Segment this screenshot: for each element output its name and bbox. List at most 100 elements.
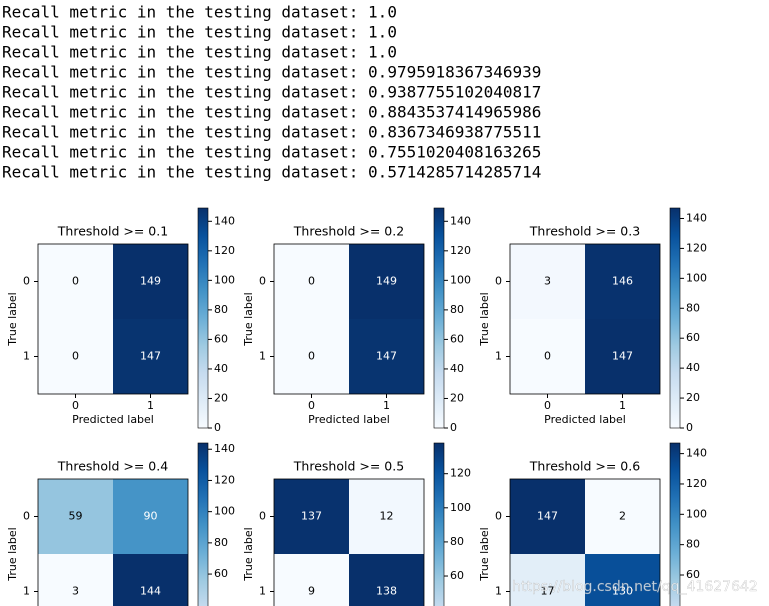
colorbar-tick-label: 100 [214, 273, 235, 286]
colorbar-tick-label: 140 [686, 447, 707, 460]
y-axis-label: True label [478, 292, 491, 346]
axes-frame [273, 478, 425, 606]
colorbar-tick-label: 100 [450, 501, 471, 514]
colorbar-tick-label: 100 [686, 271, 707, 284]
heatmap-cell [274, 479, 349, 554]
colorbar-tick-label: 60 [686, 568, 700, 581]
chart-title: Threshold >= 0.1 [57, 224, 168, 239]
colorbar-tick-label: 100 [686, 507, 707, 520]
cell-label: 149 [376, 275, 397, 288]
y-tick-label: 1 [495, 350, 502, 363]
colorbar-tick-label: 120 [214, 473, 235, 486]
axes-frame [509, 478, 661, 606]
cell-label: 9 [308, 585, 315, 598]
heatmap-cell [274, 554, 349, 606]
heatmap-cell [38, 479, 113, 554]
axes-frame [37, 478, 189, 606]
axes-frame [273, 243, 425, 395]
y-tick-label: 0 [259, 510, 266, 523]
colorbar-tick-label: 20 [686, 391, 700, 404]
heatmap-cell [113, 319, 188, 394]
y-tick-label: 1 [495, 585, 502, 598]
colorbar [669, 442, 681, 606]
heatmap-cell [510, 554, 585, 606]
x-axis-label: Predicted label [544, 413, 626, 426]
cell-label: 0 [544, 350, 551, 363]
output-line: Recall metric in the testing dataset: 0.… [2, 83, 541, 102]
cell-label: 147 [376, 350, 397, 363]
colorbar [669, 207, 681, 429]
cell-label: 137 [301, 510, 322, 523]
heatmap-cell [274, 244, 349, 319]
colorbar-tick-label: 40 [450, 362, 464, 375]
colorbar-tick-label: 60 [214, 567, 228, 580]
colorbar-tick-label: 140 [450, 214, 471, 227]
cell-label: 147 [537, 510, 558, 523]
cell-label: 144 [140, 585, 161, 598]
colorbar-tick-label: 140 [214, 442, 235, 455]
cell-label: 3 [72, 585, 79, 598]
output-line: Recall metric in the testing dataset: 0.… [2, 143, 541, 162]
y-tick-label: 0 [23, 510, 30, 523]
chart-title: Threshold >= 0.3 [529, 224, 640, 239]
x-tick-label: 1 [383, 399, 390, 412]
colorbar [433, 207, 445, 429]
heatmap-cell [510, 319, 585, 394]
heatmap-cell [585, 244, 660, 319]
y-tick-label: 1 [259, 585, 266, 598]
heatmap-cell [113, 554, 188, 606]
heatmap-cell [38, 554, 113, 606]
y-axis-label: True label [242, 292, 255, 346]
colorbar-tick-label: 40 [686, 361, 700, 374]
colorbar-tick-label: 140 [214, 214, 235, 227]
colorbar-tick-label: 80 [686, 538, 700, 551]
x-tick-label: 0 [72, 399, 79, 412]
heatmap-cell [349, 244, 424, 319]
output-line: Recall metric in the testing dataset: 1.… [2, 43, 397, 62]
colorbar-tick-label: 60 [214, 332, 228, 345]
heatmap-cell [585, 554, 660, 606]
colorbar-tick-label: 120 [214, 244, 235, 257]
colorbar-tick-label: 60 [686, 331, 700, 344]
heatmap-cell [510, 479, 585, 554]
y-axis-label: True label [6, 527, 19, 581]
cell-label: 147 [140, 350, 161, 363]
cell-label: 17 [541, 585, 555, 598]
x-tick-label: 0 [544, 399, 551, 412]
heatmap-cell [113, 479, 188, 554]
heatmap-cell [349, 554, 424, 606]
x-tick-label: 0 [308, 399, 315, 412]
x-axis-label: Predicted label [72, 413, 154, 426]
colorbar-tick-label: 100 [450, 273, 471, 286]
colorbar-tick-label: 80 [450, 535, 464, 548]
axes-frame [509, 243, 661, 395]
y-tick-label: 0 [259, 275, 266, 288]
output-line: Recall metric in the testing dataset: 0.… [2, 123, 541, 142]
watermark: https://blog.csdn.net/qq_41627642 [512, 579, 758, 595]
cell-label: 149 [140, 275, 161, 288]
chart-title: Threshold >= 0.4 [57, 459, 168, 474]
colorbar-tick-label: 100 [214, 505, 235, 518]
heatmap-cell [349, 319, 424, 394]
y-tick-label: 1 [23, 585, 30, 598]
colorbar-tick-label: 80 [214, 536, 228, 549]
cell-label: 146 [612, 275, 633, 288]
cell-label: 2 [619, 510, 626, 523]
heatmap-cell [113, 244, 188, 319]
colorbar-tick-label: 0 [450, 421, 457, 434]
colorbar-tick-label: 0 [214, 421, 221, 434]
colorbar-tick-label: 120 [450, 244, 471, 257]
output-line: Recall metric in the testing dataset: 0.… [2, 163, 541, 182]
cell-label: 138 [376, 585, 397, 598]
colorbar-tick-label: 0 [686, 421, 693, 434]
colorbar [197, 207, 209, 429]
heatmap-cell [510, 244, 585, 319]
colorbar-tick-label: 120 [686, 241, 707, 254]
heatmap-cell [585, 319, 660, 394]
colorbar-tick-label: 120 [450, 467, 471, 480]
x-tick-label: 1 [147, 399, 154, 412]
cell-label: 12 [380, 510, 394, 523]
colorbar-tick-label: 60 [450, 569, 464, 582]
cell-label: 0 [308, 350, 315, 363]
